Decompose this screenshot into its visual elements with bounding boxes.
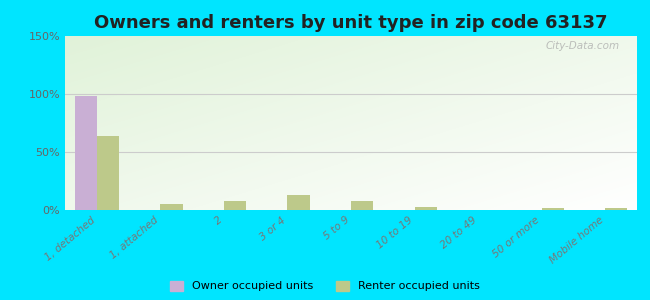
Bar — [605, 208, 627, 210]
Bar — [75, 96, 97, 210]
Bar — [224, 201, 246, 210]
Bar — [351, 201, 373, 210]
Title: Owners and renters by unit type in zip code 63137: Owners and renters by unit type in zip c… — [94, 14, 608, 32]
Bar — [161, 204, 183, 210]
Bar — [287, 195, 309, 210]
Bar — [541, 208, 564, 210]
Bar — [415, 206, 437, 210]
Legend: Owner occupied units, Renter occupied units: Owner occupied units, Renter occupied un… — [170, 281, 480, 291]
Text: City-Data.com: City-Data.com — [546, 41, 620, 51]
Bar — [97, 136, 119, 210]
